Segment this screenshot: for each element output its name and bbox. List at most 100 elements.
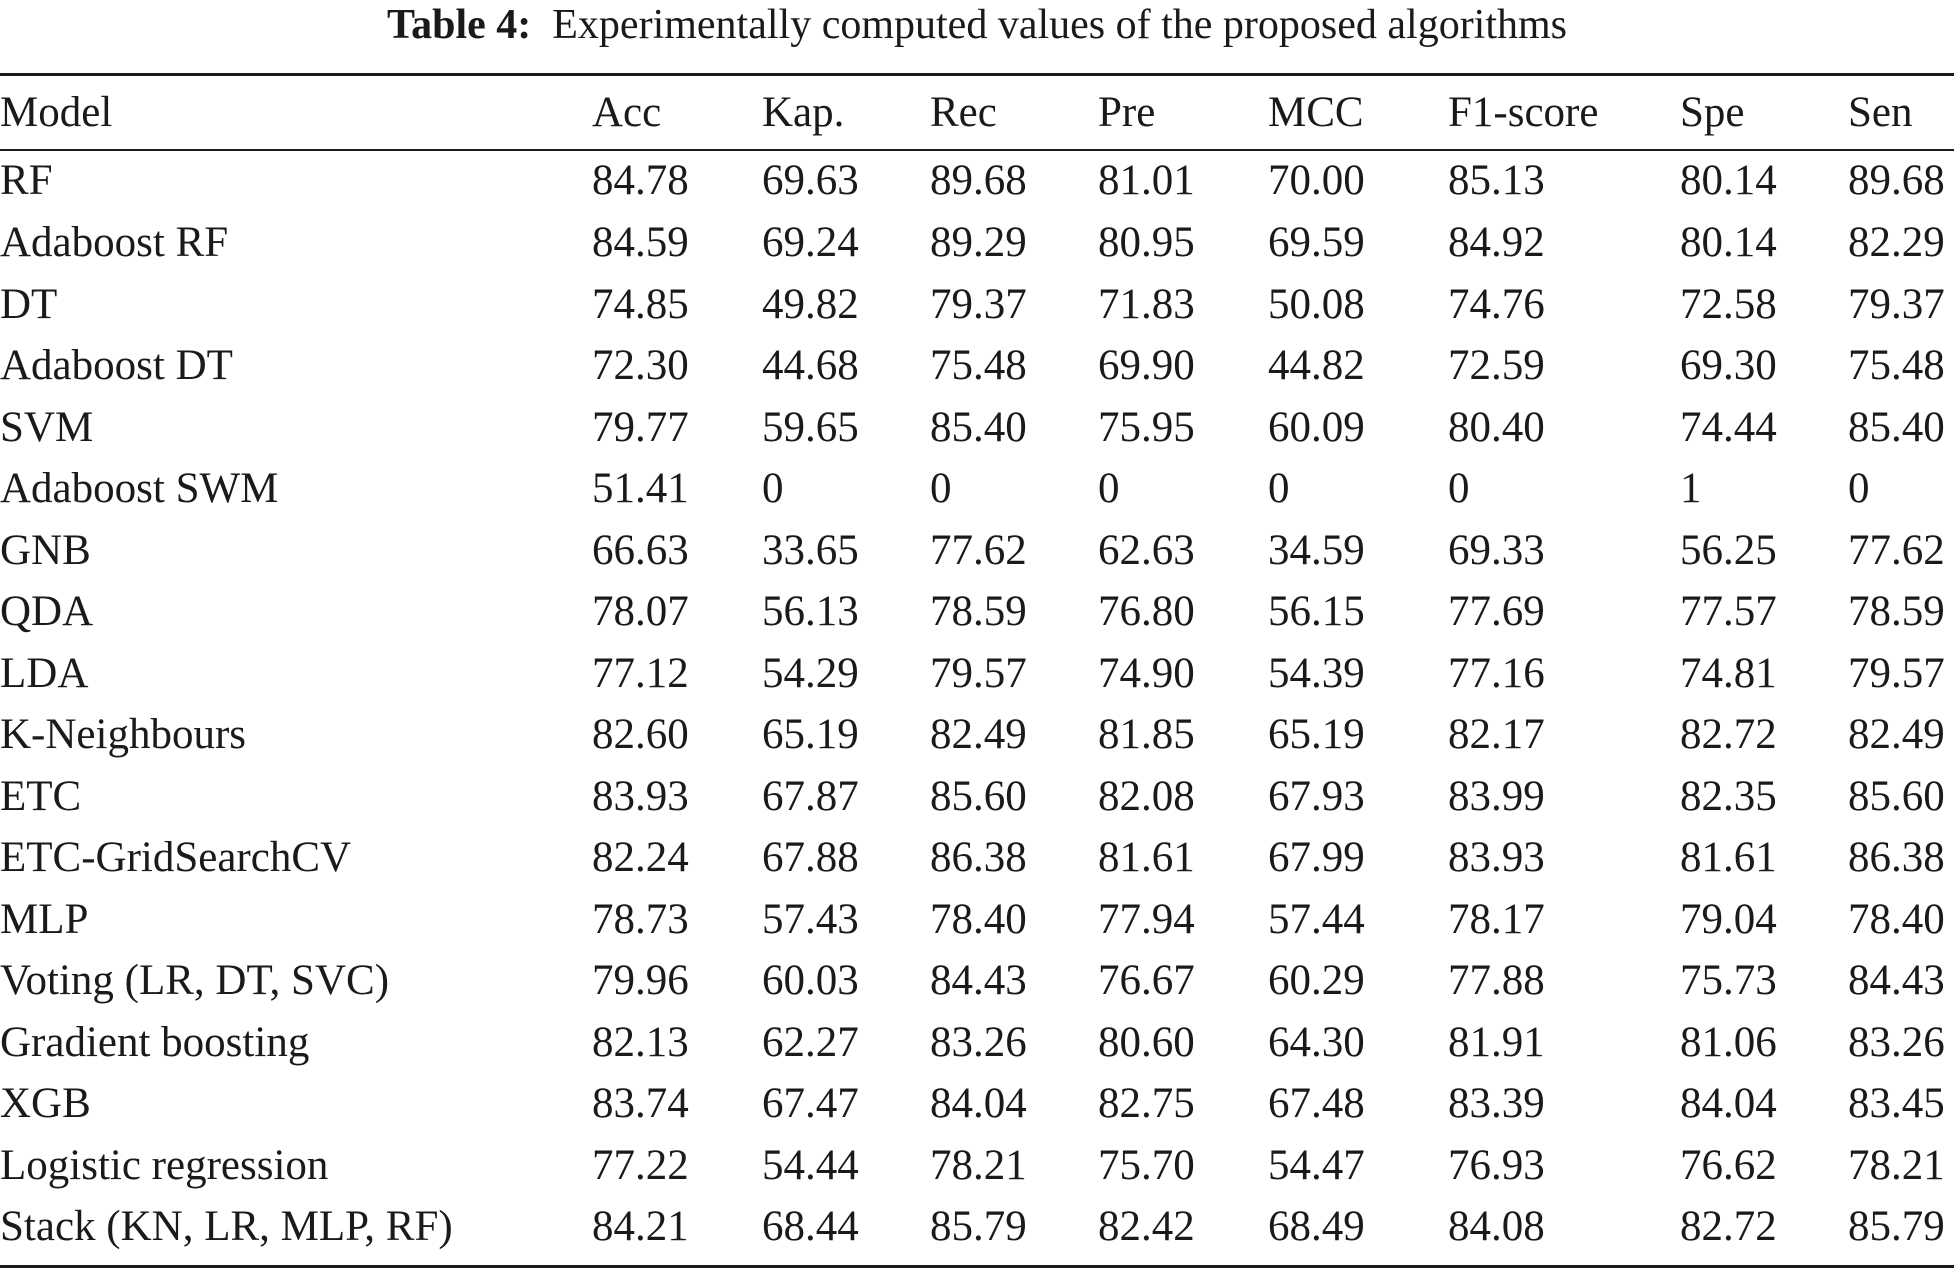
metric-value-cell: 67.93 <box>1268 772 1365 820</box>
metric-value-cell: 78.59 <box>930 588 1027 636</box>
table-row: GNB 66.63 33.65 77.62 62.63 34.59 69.33 56.25 77… <box>0 520 1954 582</box>
metric-value-cell: 50.08 <box>1268 280 1365 328</box>
table-row: K-Neighbours 82.60 65.19 82.49 81.85 65.19 82.… <box>0 704 1954 766</box>
table-row: XGB 83.74 67.47 84.04 82.75 67.48 83.39 84.04 83… <box>0 1073 1954 1135</box>
metric-value-cell: 80.14 <box>1680 219 1777 267</box>
bottom-rule <box>0 1265 1954 1268</box>
metric-value-cell: 75.48 <box>930 342 1027 390</box>
metric-value-cell: 83.74 <box>592 1080 689 1128</box>
table-row: Voting (LR, DT, SVC) 79.96 60.03 84.43 76.67… <box>0 950 1954 1012</box>
metric-value-cell: 71.83 <box>1098 280 1195 328</box>
metric-value-cell: 76.93 <box>1448 1141 1545 1189</box>
metric-value-cell: 85.13 <box>1448 157 1545 204</box>
table-header: Model Acc Kap. Rec Pre MCC F1-score Spe Sen <box>0 76 1954 149</box>
metric-value-cell: 82.35 <box>1680 772 1777 820</box>
metric-value-cell: 54.44 <box>762 1141 859 1189</box>
model-name-cell: Stack (KN, LR, MLP, RF) <box>0 1203 453 1251</box>
column-header-rec: Rec <box>930 89 997 136</box>
model-name-cell: MLP <box>0 895 89 943</box>
metric-value-cell: 83.26 <box>930 1018 1027 1066</box>
metric-value-cell: 76.62 <box>1680 1141 1777 1189</box>
column-header-acc: Acc <box>592 89 662 136</box>
model-name-cell: Logistic regression <box>0 1141 329 1189</box>
metric-value-cell: 84.04 <box>930 1080 1027 1128</box>
metric-value-cell: 77.22 <box>592 1141 689 1189</box>
metric-value-cell: 84.08 <box>1448 1203 1545 1251</box>
metric-value-cell: 69.24 <box>762 219 859 267</box>
column-header-mcc: MCC <box>1268 89 1364 136</box>
metric-value-cell: 79.04 <box>1680 895 1777 943</box>
metric-value-cell: 86.38 <box>930 834 1027 882</box>
metric-value-cell: 79.37 <box>1848 280 1945 328</box>
metric-value-cell: 78.73 <box>592 895 689 943</box>
metric-value-cell: 75.73 <box>1680 957 1777 1005</box>
table-caption-text: Experimentally computed values of the pr… <box>552 2 1568 48</box>
top-rule <box>0 73 1954 76</box>
metric-value-cell: 72.59 <box>1448 342 1545 390</box>
metric-value-cell: 68.44 <box>762 1203 859 1251</box>
metric-value-cell: 86.38 <box>1848 834 1945 882</box>
metric-value-cell: 78.07 <box>592 588 689 636</box>
model-name-cell: Adaboost DT <box>0 342 233 390</box>
table-row: RF 84.78 69.63 89.68 81.01 70.00 85.13 80.14 89.… <box>0 149 1954 212</box>
model-name-cell: ETC-GridSearchCV <box>0 834 352 882</box>
metric-value-cell: 83.26 <box>1848 1018 1945 1066</box>
model-name-cell: XGB <box>0 1080 91 1128</box>
metric-value-cell: 84.43 <box>1848 957 1945 1005</box>
metric-value-cell: 89.68 <box>1848 157 1945 204</box>
metric-value-cell: 81.01 <box>1098 157 1195 204</box>
metric-value-cell: 83.45 <box>1848 1080 1945 1128</box>
metric-value-cell: 77.62 <box>930 526 1027 574</box>
metric-value-cell: 0 <box>1268 465 1290 513</box>
metric-value-cell: 82.49 <box>930 711 1027 759</box>
metric-value-cell: 77.94 <box>1098 895 1195 943</box>
metric-value-cell: 80.95 <box>1098 219 1195 267</box>
metric-value-cell: 77.88 <box>1448 957 1545 1005</box>
metric-value-cell: 54.29 <box>762 649 859 697</box>
metric-value-cell: 69.30 <box>1680 342 1777 390</box>
metric-value-cell: 76.67 <box>1098 957 1195 1005</box>
metric-value-cell: 81.61 <box>1098 834 1195 882</box>
metric-value-cell: 81.85 <box>1098 711 1195 759</box>
metric-value-cell: 78.21 <box>930 1141 1027 1189</box>
table-row: Logistic regression 77.22 54.44 78.21 75.70 5… <box>0 1135 1954 1197</box>
model-name-cell: K-Neighbours <box>0 711 247 759</box>
metric-value-cell: 54.47 <box>1268 1141 1365 1189</box>
metric-value-cell: 82.60 <box>592 711 689 759</box>
metric-value-cell: 74.81 <box>1680 649 1777 697</box>
metric-value-cell: 64.30 <box>1268 1018 1365 1066</box>
metric-value-cell: 69.59 <box>1268 219 1365 267</box>
metric-value-cell: 80.60 <box>1098 1018 1195 1066</box>
metric-value-cell: 83.99 <box>1448 772 1545 820</box>
metric-value-cell: 0 <box>930 465 952 513</box>
metric-value-cell: 72.30 <box>592 342 689 390</box>
metric-value-cell: 78.40 <box>1848 895 1945 943</box>
table-body: RF 84.78 69.63 89.68 81.01 70.00 85.13 80.14 89.… <box>0 149 1954 1258</box>
column-header-f1-score: F1-score <box>1448 89 1599 136</box>
metric-value-cell: 84.92 <box>1448 219 1545 267</box>
metric-value-cell: 84.78 <box>592 157 689 204</box>
metric-value-cell: 60.09 <box>1268 403 1365 451</box>
column-header-pre: Pre <box>1098 89 1156 136</box>
metric-value-cell: 44.82 <box>1268 342 1365 390</box>
table-row: Adaboost RF 84.59 69.24 89.29 80.95 69.59 84.9… <box>0 212 1954 274</box>
metric-value-cell: 0 <box>1448 465 1470 513</box>
table-row: MLP 78.73 57.43 78.40 77.94 57.44 78.17 79.04 78… <box>0 889 1954 951</box>
metric-value-cell: 85.60 <box>930 772 1027 820</box>
metric-value-cell: 79.57 <box>1848 649 1945 697</box>
metric-value-cell: 82.17 <box>1448 711 1545 759</box>
table-row: Stack (KN, LR, MLP, RF) 84.21 68.44 85.79 82… <box>0 1196 1954 1258</box>
metric-value-cell: 82.72 <box>1680 711 1777 759</box>
metric-value-cell: 56.15 <box>1268 588 1365 636</box>
metric-value-cell: 79.77 <box>592 403 689 451</box>
metric-value-cell: 84.59 <box>592 219 689 267</box>
metric-value-cell: 75.70 <box>1098 1141 1195 1189</box>
model-name-cell: GNB <box>0 526 91 574</box>
metric-value-cell: 78.59 <box>1848 588 1945 636</box>
metric-value-cell: 77.69 <box>1448 588 1545 636</box>
metric-value-cell: 85.79 <box>930 1203 1027 1251</box>
metric-value-cell: 81.06 <box>1680 1018 1777 1066</box>
metric-value-cell: 74.44 <box>1680 403 1777 451</box>
metric-value-cell: 78.17 <box>1448 895 1545 943</box>
table-row: Adaboost SWM 51.41 0 0 0 0 0 1 0 <box>0 458 1954 520</box>
